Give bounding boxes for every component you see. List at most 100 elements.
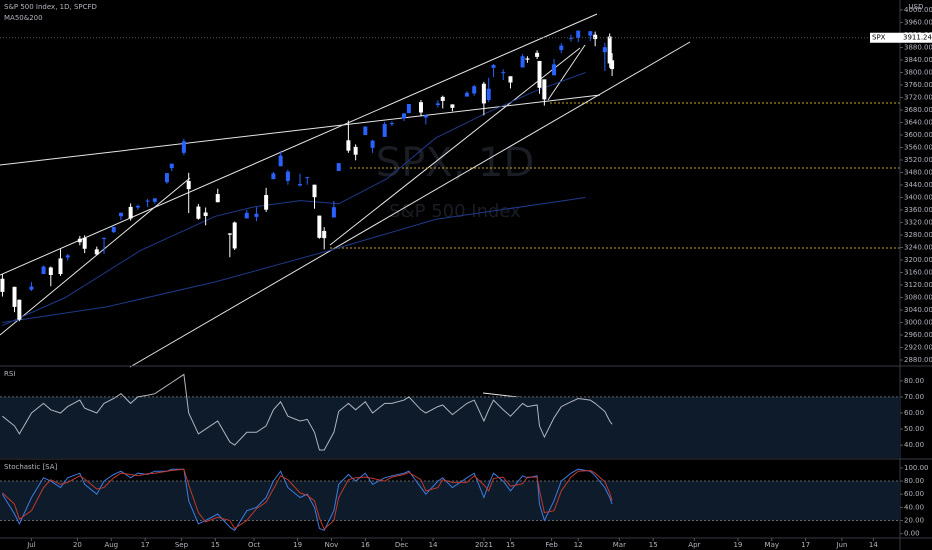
y-tick-label: 3480.00 <box>904 169 932 177</box>
last-price-name: SPX <box>872 34 886 42</box>
y-tick-label: 3360.00 <box>904 206 932 214</box>
trendline <box>547 44 586 101</box>
y-tick-label: 3240.00 <box>904 244 932 252</box>
candle-body <box>82 237 87 249</box>
candle-body <box>305 177 310 179</box>
y-tick-label: 80.00 <box>904 477 924 485</box>
candle-body <box>568 37 573 39</box>
watermark-sub: S&P 500 Index <box>389 201 521 222</box>
trendline <box>129 41 691 368</box>
candle-body <box>227 233 232 235</box>
x-tick-label: Feb <box>545 541 558 549</box>
candle-body <box>389 123 394 125</box>
candle-body <box>41 266 46 275</box>
x-tick-label: 19 <box>293 541 302 549</box>
band <box>0 396 900 458</box>
y-tick-label: 0.00 <box>904 530 920 538</box>
y-tick-label: 4000.00 <box>904 6 932 14</box>
y-tick-label: 100.00 <box>904 464 929 472</box>
y-tick-label: 3080.00 <box>904 294 932 302</box>
candle-body <box>440 96 445 101</box>
y-tick-label: 3600.00 <box>904 131 932 139</box>
candle-body <box>576 30 581 38</box>
x-tick-label: 17 <box>801 541 810 549</box>
candle-body <box>186 180 191 190</box>
candle-body <box>491 65 496 68</box>
candle-body <box>135 205 140 208</box>
candle-body <box>65 255 70 258</box>
candle-body <box>12 286 17 307</box>
candle-body <box>602 47 607 53</box>
last-price: 3911.24 <box>903 34 932 42</box>
candle-body <box>435 103 440 105</box>
candle-body <box>145 200 150 202</box>
candle-body <box>264 195 269 210</box>
candle-body <box>370 140 375 148</box>
candle-body <box>203 212 208 216</box>
y-tick-label: 3000.00 <box>904 319 932 327</box>
x-tick-label: Sep <box>175 541 189 549</box>
x-tick-label: 14 <box>429 541 438 549</box>
y-tick-label: 40.00 <box>904 441 924 449</box>
y-tick-label: 3680.00 <box>904 106 932 114</box>
x-tick-label: 15 <box>506 541 515 549</box>
y-tick-label: 3440.00 <box>904 181 932 189</box>
x-tick-label: 14 <box>869 541 878 549</box>
candle-body <box>363 126 368 135</box>
candle-body <box>537 60 542 88</box>
candle-body <box>164 173 169 183</box>
candle-body <box>559 45 564 50</box>
y-tick-label: 3200.00 <box>904 256 932 264</box>
y-tick-label: 3840.00 <box>904 56 932 64</box>
candle-body <box>525 58 530 60</box>
currency: USD <box>909 3 924 11</box>
x-tick-label: May <box>765 541 779 549</box>
candle-body <box>464 92 469 97</box>
x-tick-label: 12 <box>574 541 583 549</box>
y-tick-label: 50.00 <box>904 425 924 433</box>
x-tick-label: Oct <box>248 541 260 549</box>
candle-body <box>312 184 317 198</box>
x-tick-label: Nov <box>325 541 339 549</box>
y-tick-label: 3320.00 <box>904 219 932 227</box>
y-tick-label: 70.00 <box>904 393 924 401</box>
candle-body <box>181 141 186 153</box>
x-tick-label: Aug <box>104 541 118 549</box>
candle-body <box>317 215 322 238</box>
x-tick-label: Apr <box>688 541 700 549</box>
candle-body <box>102 237 107 239</box>
y-tick-label: 3040.00 <box>904 306 932 314</box>
last-price-tag <box>870 32 932 43</box>
candle-body <box>593 34 598 40</box>
candle-body <box>520 56 525 68</box>
candle-body <box>271 173 276 180</box>
rsi-line <box>2 373 613 451</box>
candle-body <box>111 226 116 233</box>
x-tick-label: 16 <box>361 541 370 549</box>
y-tick-label: 60.00 <box>904 490 924 498</box>
y-tick-label: 3400.00 <box>904 194 932 202</box>
x-tick-label: Jul <box>26 541 36 549</box>
candle-body <box>406 104 411 114</box>
trendline <box>0 177 191 336</box>
y-tick-label: 3720.00 <box>904 94 932 102</box>
candle-body <box>501 72 506 74</box>
y-tick-label: 60.00 <box>904 409 924 417</box>
y-tick-label: 3760.00 <box>904 81 932 89</box>
candle-body <box>331 207 336 218</box>
rsi-title: RSI <box>4 370 15 378</box>
x-tick-label: 15 <box>649 541 658 549</box>
x-tick-label: 17 <box>141 541 150 549</box>
candle-body <box>0 278 5 292</box>
candle-body <box>196 206 201 219</box>
stoch-line <box>2 468 613 530</box>
candle-body <box>128 206 133 219</box>
candle-body <box>244 212 249 219</box>
candle-body <box>382 124 387 137</box>
candle-body <box>607 36 612 64</box>
candle-body <box>285 171 290 181</box>
moving-average <box>2 197 586 323</box>
x-tick-label: 20 <box>73 541 82 549</box>
candle-body <box>278 155 283 167</box>
